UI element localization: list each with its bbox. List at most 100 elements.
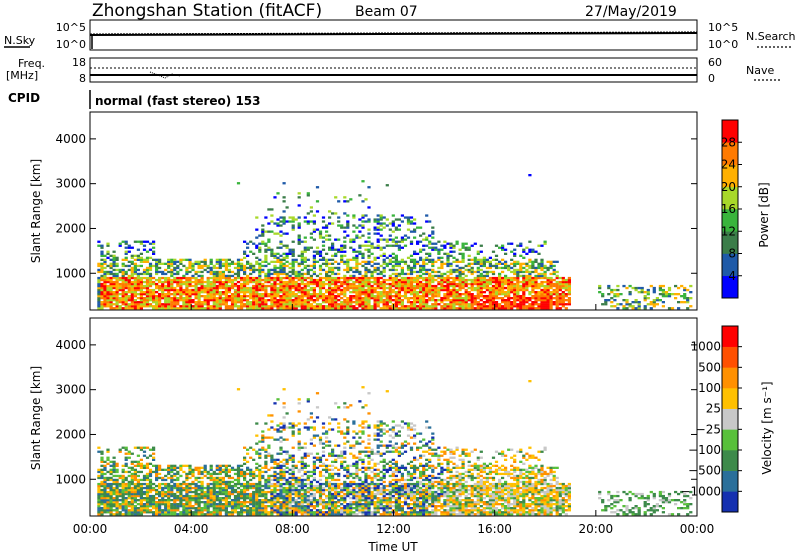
heatmap-cell [534,293,538,296]
heatmap-cell [458,282,462,286]
heatmap-cell [458,295,462,298]
heatmap-cell [170,499,174,502]
heatmap-cell [130,260,134,263]
heatmap-cell [109,497,113,500]
heatmap-cell [285,301,289,304]
heatmap-cell [227,270,231,274]
heatmap-cell [173,464,177,467]
heatmap-cell [355,293,359,296]
heatmap-cell [215,472,219,476]
heatmap-cell [428,258,432,261]
heatmap-cell [473,276,477,280]
heatmap-cell [285,260,289,263]
heatmap-cell [279,307,283,310]
heatmap-cell [224,291,228,294]
heatmap-cell [376,240,380,243]
heatmap-cell [491,286,496,290]
heatmap-cell [376,268,380,272]
heatmap-cell [300,250,304,253]
heatmap-cell [318,293,323,296]
heatmap-cell [145,282,150,286]
heatmap-cell [652,303,656,306]
heatmap-cell [388,238,392,241]
heatmap-cell [367,305,371,308]
heatmap-cell [282,268,286,272]
heatmap-cell [252,448,256,451]
heatmap-cell [161,291,165,294]
heatmap-cell [121,274,125,278]
heatmap-cell [209,266,213,270]
heatmap-cell [194,476,198,480]
heatmap-cell [282,200,286,203]
heatmap-cell [249,262,253,265]
heatmap-cell [431,274,435,278]
heatmap-cell [206,295,210,298]
heatmap-cell [130,499,134,502]
heatmap-cell [221,274,225,278]
heatmap-cell [525,284,529,288]
heatmap-cell [124,462,128,465]
heatmap-cell [315,250,320,253]
heatmap-cell [382,307,386,310]
heatmap-cell [173,305,177,308]
heatmap-cell [334,212,338,215]
heatmap-cell [361,305,365,308]
heatmap-cell [312,299,316,302]
heatmap-cell [212,494,216,498]
heatmap-cell [252,307,256,310]
heatmap-cell [331,301,335,304]
heatmap-cell [249,280,253,284]
heatmap-cell [145,260,150,263]
heatmap-cell [112,262,116,265]
heatmap-cell [279,220,283,223]
heatmap-cell [328,291,332,294]
heatmap-cell [206,291,210,294]
heatmap-cell [470,303,474,306]
heatmap-cell [349,268,353,272]
heatmap-cell [124,511,128,514]
heatmap-cell [400,299,404,302]
heatmap-cell [100,246,104,249]
heatmap-cell [103,486,107,490]
heatmap-cell [346,266,350,270]
heatmap-cell [279,486,283,490]
heatmap-cell [124,448,128,451]
heatmap-cell [276,307,280,310]
heatmap-cell [607,293,611,296]
heatmap-cell [249,513,253,516]
heatmap-cell [124,501,128,504]
heatmap-cell [376,282,380,286]
heatmap-cell [501,246,505,249]
heatmap-cell [148,276,153,280]
heatmap-cell [130,494,134,498]
heatmap-cell [318,250,323,253]
heatmap-cell [109,305,113,308]
heatmap-cell [133,262,137,265]
heatmap-cell [270,474,274,478]
heatmap-cell [230,278,235,282]
heatmap-cell [491,291,496,294]
heatmap-cell [243,446,247,449]
heatmap-cell [309,282,313,286]
heatmap-cell [349,295,353,298]
heatmap-cell [136,470,140,474]
heatmap-cell [252,492,256,496]
heatmap-cell [537,266,541,270]
heatmap-cell [391,244,395,247]
heatmap-cell [133,305,137,308]
heatmap-cell [200,276,204,280]
heatmap-cell [97,270,101,274]
heatmap-cell [540,268,544,272]
heatmap-cell [270,436,274,439]
heatmap-cell [136,482,140,486]
heatmap-cell [419,226,423,229]
heatmap-cell [258,470,262,474]
heatmap-cell [519,297,523,300]
heatmap-cell [361,293,365,296]
heatmap-cell [537,307,541,310]
heatmap-cell [203,501,207,504]
heatmap-cell [343,230,347,233]
heatmap-cell [221,291,225,294]
heatmap-cell [100,513,104,516]
